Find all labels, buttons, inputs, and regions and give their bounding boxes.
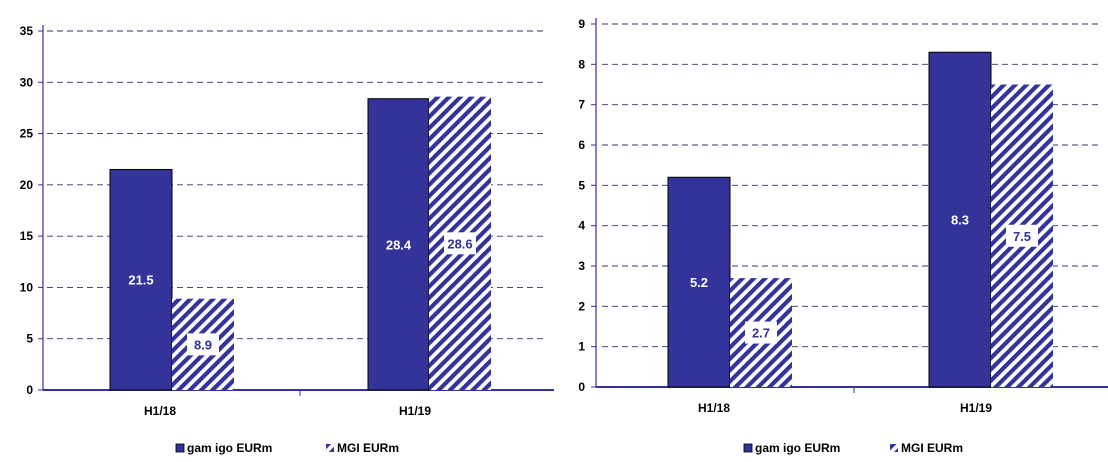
- data-label-box: [187, 333, 219, 356]
- y-tick-label: 3: [578, 259, 585, 273]
- data-label: 8.3: [951, 213, 969, 228]
- data-label: 7.5: [1013, 229, 1031, 244]
- legend-label-mgi: MGI EURm: [901, 441, 963, 455]
- left-chart: 0 5 10 15 20 25 30 35 21.5 8.9 H1/18 28.4 28.6 H1/19 g…: [20, 24, 554, 455]
- y-tick-label: 9: [578, 17, 585, 31]
- y-tick-label: 15: [20, 229, 34, 243]
- legend-swatch-gamigo: [743, 443, 753, 453]
- y-tick-label: 25: [20, 127, 34, 141]
- data-label: 28.4: [386, 237, 412, 252]
- data-label: 2.7: [752, 326, 770, 341]
- left-bar-chart-svg: 0 5 10 15 20 25 30 35 21.5 8.9 H1/18 28.4 28.6 H1/19 g…: [20, 24, 554, 455]
- y-tick-label: 7: [578, 98, 585, 112]
- y-tick-label: 10: [20, 280, 34, 294]
- data-label: 5.2: [690, 275, 708, 290]
- bar-gamigo-H1-19: [928, 51, 992, 388]
- y-tick-label: 5: [578, 178, 585, 192]
- y-tick-label: 2: [578, 299, 585, 313]
- x-category-label: H1/18: [698, 401, 730, 415]
- data-label: 8.9: [194, 337, 212, 352]
- legend-label-gamigo: gam igo EURm: [755, 441, 840, 455]
- y-tick-label: 6: [578, 138, 585, 152]
- y-tick-label: 0: [26, 383, 33, 397]
- y-tick-label: 1: [578, 340, 585, 354]
- right-bar-chart-svg: 0 1 2 3 4 5 6 7 8 9 5.2 2.7 H1/18 8.3 7.5 H1/19 gam igo …: [578, 17, 1108, 455]
- y-tick-label: 20: [20, 178, 34, 192]
- bar-gamigo-H1-18: [109, 168, 173, 391]
- y-tick-label: 8: [578, 57, 585, 71]
- legend-swatch-mgi: [890, 444, 898, 452]
- data-label-box: [745, 321, 777, 344]
- legend-label-gamigo: gam igo EURm: [187, 441, 272, 455]
- bar-gamigo-H1-19: [367, 98, 430, 391]
- legend-label-mgi: MGI EURm: [337, 441, 399, 455]
- y-tick-label: 0: [578, 380, 585, 394]
- data-label: 21.5: [128, 273, 153, 288]
- y-tick-label: 35: [20, 24, 34, 38]
- data-label-box: [1006, 224, 1038, 247]
- legend-swatch-gamigo: [175, 443, 185, 453]
- data-label-box: [444, 232, 476, 255]
- legend-swatch-mgi: [326, 444, 334, 452]
- data-label: 28.6: [447, 236, 472, 251]
- y-tick-label: 30: [20, 75, 34, 89]
- x-category-label: H1/18: [144, 404, 176, 418]
- x-category-label: H1/19: [960, 401, 992, 415]
- right-chart: 0 1 2 3 4 5 6 7 8 9 5.2 2.7 H1/18 8.3 7.5 H1/19 gam igo …: [554, 0, 1108, 462]
- x-category-label: H1/19: [399, 404, 431, 418]
- y-tick-label: 5: [26, 332, 33, 346]
- y-tick-label: 4: [578, 219, 585, 233]
